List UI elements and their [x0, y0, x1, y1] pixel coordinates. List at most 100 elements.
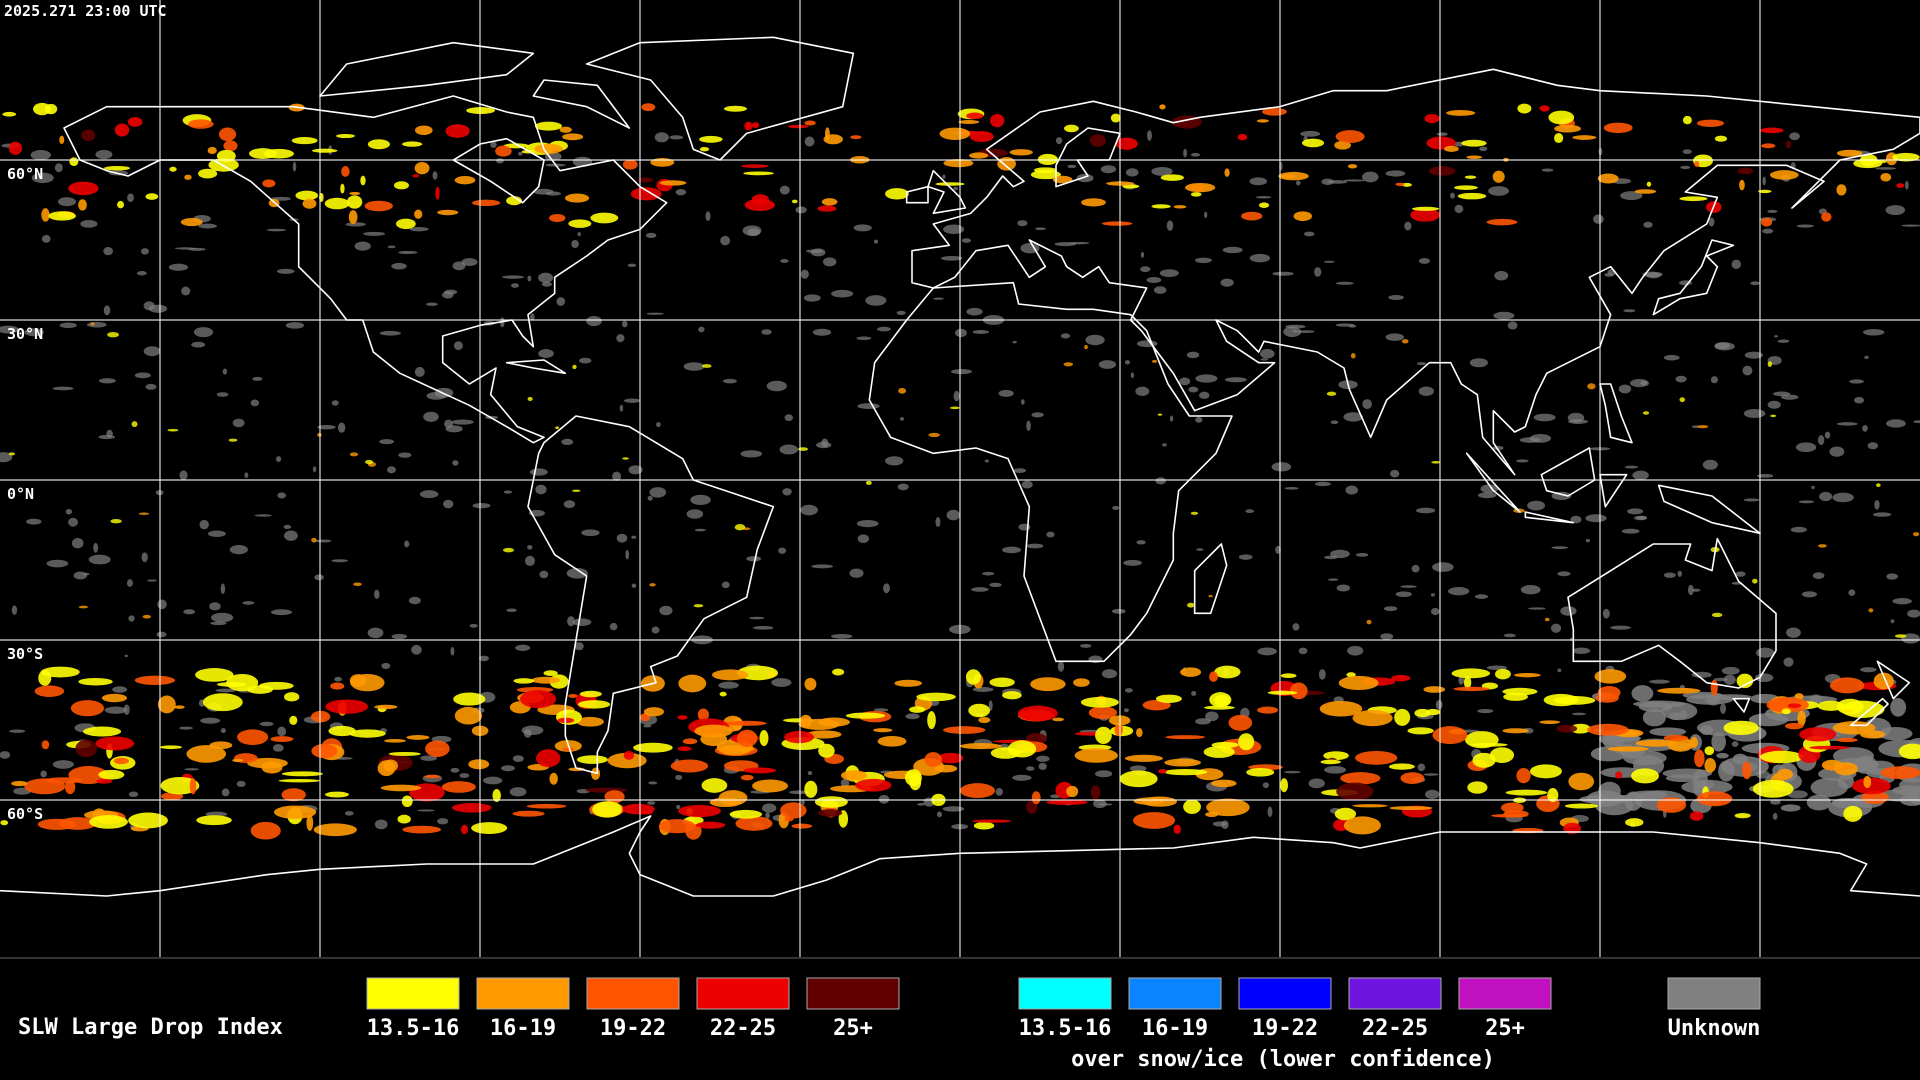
cloud-patch — [894, 679, 923, 687]
cloud-patch — [1494, 668, 1511, 680]
cloud-patch — [623, 750, 635, 760]
cloud-patch — [1194, 257, 1212, 263]
cloud-patch — [1163, 768, 1208, 776]
cloud-patch — [1214, 694, 1230, 707]
cloud-patch — [1444, 145, 1459, 152]
cloud-patch — [616, 533, 628, 543]
cloud-patch — [292, 161, 297, 172]
cloud-patch — [183, 609, 196, 615]
latitude-label: 60°S — [7, 805, 43, 823]
cloud-patch — [961, 238, 972, 243]
cloud-patch — [1734, 812, 1751, 819]
cloud-patch — [220, 728, 226, 734]
cloud-patch — [41, 208, 50, 222]
cloud-patch — [445, 425, 463, 433]
cloud-patch — [54, 163, 63, 173]
cloud-patch — [281, 788, 306, 802]
cloud-patch — [1323, 260, 1335, 263]
cloud-patch — [363, 231, 386, 236]
cloud-patch — [1135, 386, 1150, 396]
cloud-patch — [1892, 598, 1912, 605]
cloud-patch — [806, 730, 842, 739]
cloud-patch — [568, 693, 578, 698]
cloud-patch — [1463, 675, 1472, 689]
cloud-patch — [506, 608, 517, 613]
cloud-patch — [988, 700, 993, 711]
timestamp: 2025.271 23:00 UTC — [4, 2, 167, 20]
cloud-patch — [1886, 419, 1906, 428]
cloud-patch — [1529, 764, 1562, 779]
cloud-patch — [247, 685, 273, 694]
cloud-patch — [533, 188, 554, 195]
cloud-patch — [384, 739, 406, 743]
cloud-patch — [1411, 564, 1420, 573]
cloud-patch — [1272, 271, 1294, 276]
cloud-patch — [30, 150, 51, 161]
britain — [907, 171, 966, 214]
cloud-patch — [1716, 752, 1729, 759]
cloud-patch — [1238, 554, 1253, 560]
cloud-patch — [1151, 167, 1173, 176]
cloud-patch — [1602, 608, 1610, 619]
cloud-patch — [1159, 104, 1166, 110]
cloud-patch — [1742, 761, 1752, 780]
cloud-patch — [1257, 706, 1279, 714]
cloud-patch — [984, 459, 989, 463]
cloud-patch — [1081, 198, 1106, 207]
cloud-patch — [1432, 726, 1468, 745]
cloud-patch — [1336, 782, 1374, 801]
cloud-patch — [270, 736, 294, 742]
cloud-patch — [744, 199, 775, 211]
cloud-patch — [1323, 751, 1349, 761]
cloud-patch — [1362, 399, 1372, 410]
cloud-patch — [344, 811, 354, 816]
cloud-patch — [1184, 182, 1216, 193]
cloud-patch — [1691, 671, 1712, 678]
cloud-patch — [1030, 677, 1066, 692]
cloud-patch — [1046, 799, 1088, 805]
cloud-patch — [1595, 693, 1619, 703]
cloud-patch — [103, 166, 131, 171]
cloud-patch — [1769, 170, 1799, 180]
cloud-patch — [743, 767, 776, 774]
cloud-patch — [625, 549, 629, 560]
cloud-patch — [1474, 594, 1489, 599]
cloud-patch — [478, 655, 489, 662]
cloud-patch — [1913, 532, 1920, 537]
cloud-patch — [1347, 645, 1364, 656]
cloud-patch — [1702, 459, 1718, 470]
cloud-patch — [1141, 796, 1177, 807]
cloud-patch — [1901, 224, 1920, 227]
cloud-patch — [751, 122, 760, 129]
cloud-patch — [1017, 705, 1058, 722]
cloud-patch — [1479, 146, 1488, 152]
cloud-patch — [184, 174, 192, 180]
cloud-patch — [1860, 667, 1877, 673]
cloud-patch — [651, 626, 660, 634]
cloud-patch — [670, 759, 709, 773]
cloud-patch — [766, 380, 787, 392]
cloud-patch — [1036, 755, 1050, 762]
cloud-patch — [1423, 686, 1446, 693]
cloud-patch — [1784, 722, 1804, 730]
cloud-patch — [1627, 508, 1644, 515]
cloud-patch — [173, 705, 185, 709]
cloud-patch — [622, 457, 629, 460]
cloud-patch — [990, 113, 1005, 128]
cloud-patch — [1694, 160, 1700, 168]
cloud-patch — [1281, 174, 1296, 179]
cloud-patch — [313, 823, 357, 837]
cloud-patch — [409, 226, 429, 232]
cloud-patch — [649, 487, 667, 498]
cloud-patch — [95, 736, 135, 751]
cloud-patch — [126, 579, 133, 587]
legend-swatch — [1018, 977, 1112, 1010]
cloud-patch — [1095, 726, 1112, 745]
cloud-patch — [391, 633, 408, 640]
cloud-patch — [393, 181, 410, 190]
cloud-patch — [1157, 413, 1163, 416]
cloud-patch — [1467, 781, 1488, 794]
cloud-patch — [1615, 771, 1623, 779]
cloud-patch — [210, 621, 227, 626]
cloud-patch — [244, 472, 249, 478]
